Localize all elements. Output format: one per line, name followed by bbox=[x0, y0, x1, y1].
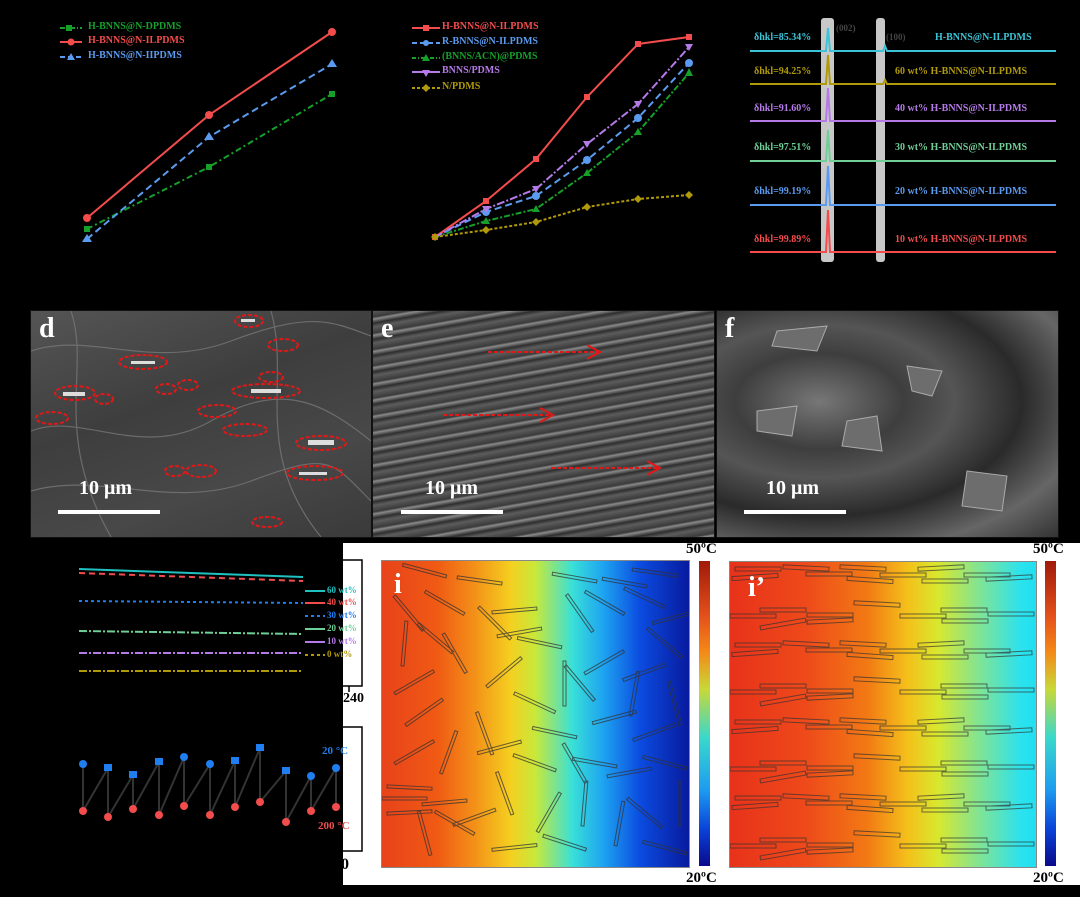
chart-a: H-BNNS@N-DPDMS H-BNNS@N-ILPDMS H-BNNS@N-… bbox=[0, 0, 360, 290]
orientation-2: δhkl=91.60% bbox=[754, 103, 812, 114]
orientation-1: δhkl=94.25% bbox=[754, 66, 812, 77]
colorbar-i-prime bbox=[1045, 561, 1056, 866]
peak-label-002: (002) bbox=[836, 23, 856, 33]
xrd-label-2: 40 wt% H-BNNS@N-ILPDMS bbox=[895, 103, 1028, 114]
chart-b: H-BNNS@N-ILPDMS R-BNNS@N-ILPDMS (BNNS/AC… bbox=[360, 0, 720, 290]
scale-bar-d bbox=[58, 510, 160, 514]
legend-g-3: 20 wt% bbox=[327, 623, 357, 633]
sem-e-overlay bbox=[443, 344, 663, 476]
legend-b-2: (BNNS/ACN)@PDMS bbox=[442, 51, 538, 62]
panel-label-e: e bbox=[381, 313, 394, 344]
legend-g-1: 40 wt% bbox=[327, 597, 357, 607]
legend-a-0: H-BNNS@N-DPDMS bbox=[88, 21, 182, 32]
xrd-label-3: 30 wt% H-BNNS@N-ILPDMS bbox=[895, 142, 1028, 153]
legend-g-0: 60 wt% bbox=[327, 585, 357, 595]
sim-i-platelets bbox=[382, 562, 689, 857]
sim-i-prime: i’ bbox=[729, 561, 1037, 868]
tick-partial: 0 bbox=[341, 856, 349, 873]
xrd-label-4: 20 wt% H-BNNS@N-ILPDMS bbox=[895, 186, 1028, 197]
xrd-label-5: 10 wt% H-BNNS@N-ILPDMS bbox=[895, 234, 1028, 245]
sim-i: i bbox=[381, 560, 690, 868]
sem-d-overlay bbox=[31, 311, 371, 537]
legend-g-5: 0 wt% bbox=[327, 649, 353, 659]
legend-g-4: 10 wt% bbox=[327, 636, 357, 646]
chart-g-plot bbox=[78, 559, 363, 692]
colorbar-i-prime-max: 50ºC bbox=[1033, 541, 1064, 557]
row-5 bbox=[731, 717, 1033, 738]
chart-a-plot bbox=[60, 25, 337, 242]
sem-image-f: f 10 μm bbox=[716, 310, 1059, 538]
xrd-label-1: 60 wt% H-BNNS@N-ILPDMS bbox=[895, 66, 1028, 77]
row-1 bbox=[731, 564, 1033, 585]
orientation-5: δhkl=99.89% bbox=[754, 234, 812, 245]
legend-b-3: BNNS/PDMS bbox=[442, 65, 500, 76]
chart-c-plot bbox=[750, 18, 1056, 262]
label-20C: 20 °C bbox=[322, 745, 349, 757]
tick-240: 240 bbox=[343, 691, 364, 706]
colorbar-i-max: 50ºC bbox=[686, 541, 717, 557]
chart-g-legend bbox=[305, 590, 325, 656]
row-3 bbox=[731, 640, 1033, 661]
legend-b-0: H-BNNS@N-ILPDMS bbox=[442, 21, 539, 32]
colorbar-i bbox=[699, 561, 710, 866]
xrd-label-0: H-BNNS@N-ILPDMS bbox=[935, 32, 1032, 43]
chart-g: 60 wt% 40 wt% 30 wt% 20 wt% 10 wt% 0 wt%… bbox=[0, 543, 370, 706]
chart-b-plot bbox=[412, 25, 693, 241]
scale-text-d: 10 μm bbox=[79, 477, 132, 499]
legend-b-4: N/PDMS bbox=[442, 81, 481, 92]
sem-f-overlay bbox=[756, 325, 1008, 512]
sem-image-d: d 10 μm bbox=[30, 310, 372, 538]
orientation-3: δhkl=97.51% bbox=[754, 142, 812, 153]
row-4 bbox=[730, 676, 1035, 707]
chart-c: (002) (100) δhkl=85.34% δhkl=94.25% δhkl… bbox=[740, 0, 1080, 290]
panel-label-d: d bbox=[39, 313, 55, 344]
colorbar-i-prime-min: 20ºC bbox=[1033, 870, 1064, 886]
scale-bar-f bbox=[744, 510, 846, 514]
chart-b-legend bbox=[412, 25, 440, 92]
legend-g-2: 30 wt% bbox=[327, 610, 357, 620]
scale-text-f: 10 μm bbox=[766, 477, 819, 499]
sim-i-prime-platelets bbox=[730, 564, 1035, 861]
legend-a-2: H-BNNS@N-IIPDMS bbox=[88, 50, 182, 61]
legend-a-1: H-BNNS@N-ILPDMS bbox=[88, 35, 185, 46]
panel-label-i: i bbox=[394, 569, 402, 600]
row-7 bbox=[731, 793, 1033, 814]
panel-label-f: f bbox=[725, 313, 735, 344]
scale-bar-e bbox=[401, 510, 503, 514]
panel-label-i-prime: i’ bbox=[748, 572, 766, 603]
orientation-0: δhkl=85.34% bbox=[754, 32, 812, 43]
scale-text-e: 10 μm bbox=[425, 477, 478, 499]
chart-h-plot bbox=[79, 726, 363, 852]
row-2 bbox=[730, 600, 1035, 631]
colorbar-i-min: 20ºC bbox=[686, 870, 717, 886]
chart-h: 20 °C 200 °C 0 bbox=[0, 720, 370, 897]
peak-label-100: (100) bbox=[886, 32, 906, 42]
sem-image-e: e 10 μm bbox=[372, 310, 715, 538]
chart-a-legend bbox=[60, 25, 82, 60]
row-6 bbox=[730, 753, 1035, 784]
orientation-4: δhkl=99.19% bbox=[754, 186, 812, 197]
row-8 bbox=[730, 830, 1035, 861]
legend-b-1: R-BNNS@N-ILPDMS bbox=[442, 36, 538, 47]
label-200C: 200 °C bbox=[318, 820, 350, 832]
